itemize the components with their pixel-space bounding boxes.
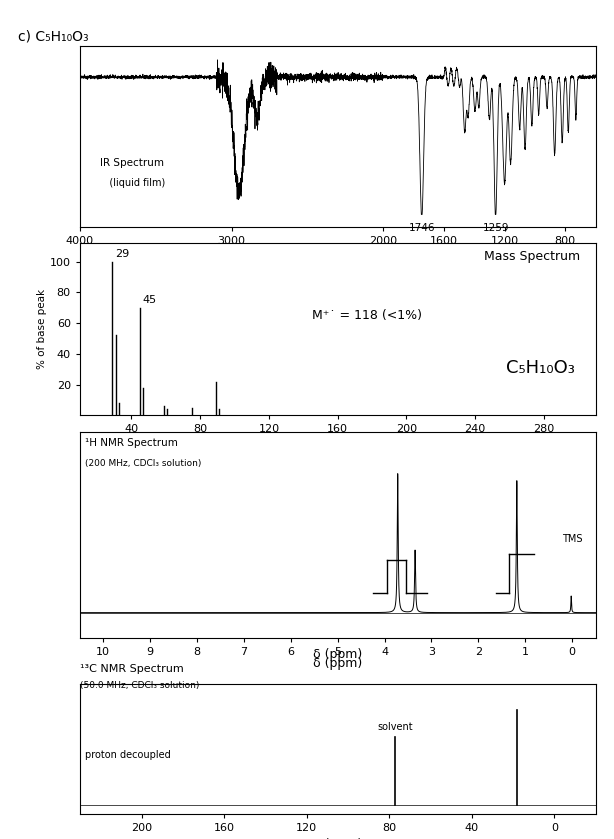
Text: (liquid film): (liquid film) [101, 178, 166, 188]
Text: 1259: 1259 [483, 223, 509, 233]
Text: c) C₅H₁₀O₃: c) C₅H₁₀O₃ [18, 29, 89, 44]
Text: ¹H NMR Spectrum: ¹H NMR Spectrum [85, 438, 178, 448]
Text: ¹³C NMR Spectrum: ¹³C NMR Spectrum [80, 664, 184, 674]
Text: δ (ppm): δ (ppm) [313, 648, 362, 660]
Y-axis label: % of base peak: % of base peak [37, 289, 47, 369]
Text: TMS: TMS [562, 534, 583, 544]
X-axis label: V (cm⁻¹): V (cm⁻¹) [311, 251, 364, 264]
Text: M⁺˙ = 118 (<1%): M⁺˙ = 118 (<1%) [312, 309, 422, 321]
X-axis label: δ (ppm): δ (ppm) [313, 657, 362, 670]
Text: proton decoupled: proton decoupled [85, 750, 171, 760]
Text: 1746: 1746 [408, 223, 435, 233]
Text: (200 MHz, CDCl₃ solution): (200 MHz, CDCl₃ solution) [85, 459, 201, 468]
Text: 29: 29 [115, 248, 130, 258]
Text: solvent: solvent [378, 722, 413, 732]
Text: IR Spectrum: IR Spectrum [101, 158, 165, 168]
Text: 45: 45 [142, 294, 157, 305]
Text: (50.0 MHz, CDCl₃ solution): (50.0 MHz, CDCl₃ solution) [80, 681, 199, 690]
Text: C₅H₁₀O₃: C₅H₁₀O₃ [506, 359, 575, 378]
Text: Mass Spectrum: Mass Spectrum [484, 250, 580, 263]
X-axis label: m/e: m/e [325, 440, 350, 453]
